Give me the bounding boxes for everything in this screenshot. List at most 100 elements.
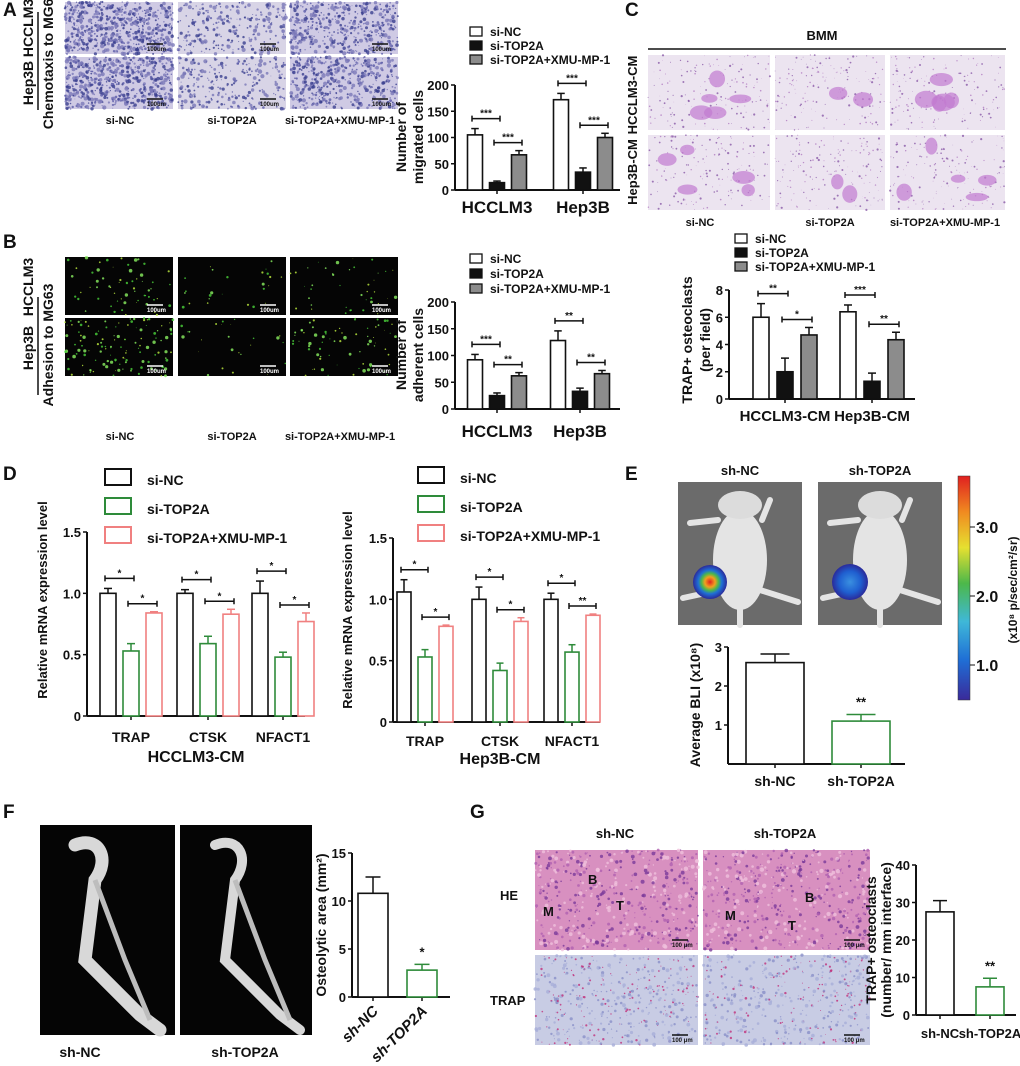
cell-dot <box>597 869 600 871</box>
cell-dot <box>137 372 140 375</box>
cell-dot <box>837 152 839 154</box>
cell-dot <box>217 106 220 109</box>
cell-dot <box>300 90 305 94</box>
cell-dot <box>554 880 558 884</box>
cell-dot <box>66 89 70 93</box>
cell-dot <box>78 18 82 22</box>
cell-dot <box>252 305 255 309</box>
cell-dot <box>265 71 269 75</box>
cell-dot <box>703 207 705 209</box>
cell-dot <box>170 60 173 64</box>
cell-dot <box>981 73 983 76</box>
cell-dot <box>311 39 313 41</box>
cell-dot <box>115 22 118 25</box>
cell-dot <box>289 56 292 59</box>
cell-dot <box>392 269 394 271</box>
cell-dot <box>101 0 104 4</box>
cell-dot <box>81 91 83 92</box>
cell-dot <box>881 199 883 201</box>
cell-dot <box>301 104 303 106</box>
cell-dot <box>956 156 958 158</box>
cell-dot <box>659 906 662 909</box>
cell-dot <box>769 122 770 123</box>
cell-dot <box>621 977 624 980</box>
cell-dot <box>71 105 74 109</box>
cell-dot <box>351 103 355 107</box>
cell-dot <box>307 21 310 23</box>
cell-dot <box>668 905 672 909</box>
cell-dot <box>348 64 352 67</box>
cell-dot <box>566 1031 568 1033</box>
cell-dot <box>676 918 679 920</box>
cell-dot <box>208 294 212 297</box>
cell-dot <box>694 859 699 864</box>
cell-dot <box>93 81 97 84</box>
cell-dot <box>682 1002 684 1005</box>
cell-dot <box>241 45 244 49</box>
cell-dot <box>312 369 313 370</box>
cell-dot <box>963 199 964 201</box>
cell-dot <box>987 196 990 198</box>
cell-dot <box>322 72 325 75</box>
cell-dot <box>208 79 210 81</box>
cell-dot <box>792 78 794 80</box>
cell-dot <box>193 76 195 79</box>
cell-dot <box>572 872 576 877</box>
cell-dot <box>777 105 778 107</box>
cell-dot <box>591 969 593 971</box>
osteoclast-cell <box>657 153 677 166</box>
cell-dot <box>679 902 682 904</box>
cell-dot <box>236 18 238 20</box>
cell-dot <box>934 169 937 171</box>
cell-dot <box>718 178 720 180</box>
cell-dot <box>777 180 779 182</box>
cell-dot <box>578 863 581 866</box>
cell-dot <box>93 13 96 16</box>
cell-dot <box>983 159 985 162</box>
cell-dot <box>826 117 828 120</box>
cell-dot <box>335 92 338 94</box>
cell-dot <box>621 1036 624 1039</box>
cell-dot <box>188 34 191 37</box>
micrograph-osteoclast <box>889 55 1005 130</box>
cell-dot <box>656 848 660 852</box>
cell-dot <box>684 199 686 201</box>
cell-dot <box>144 9 146 12</box>
cell-dot <box>305 8 308 11</box>
image-background <box>178 57 286 109</box>
cell-dot <box>554 998 558 1002</box>
cell-dot <box>185 15 187 17</box>
cell-dot <box>96 87 99 90</box>
cell-dot <box>351 83 356 88</box>
cell-dot <box>804 92 806 94</box>
cell-dot <box>267 7 270 10</box>
cell-dot <box>650 920 653 923</box>
cell-dot <box>637 904 640 907</box>
cell-dot <box>819 62 822 65</box>
cell-dot <box>356 41 359 44</box>
cell-dot <box>144 77 146 79</box>
cell-dot <box>111 21 115 25</box>
cell-dot <box>677 989 680 991</box>
cell-dot <box>753 126 755 128</box>
cell-dot <box>169 23 171 25</box>
cell-dot <box>283 97 286 100</box>
cell-dot <box>87 36 91 41</box>
cell-dot <box>248 68 251 71</box>
cell-dot <box>139 79 142 82</box>
cell-dot <box>154 68 156 71</box>
cell-dot <box>318 22 322 25</box>
cell-dot <box>80 105 83 109</box>
cell-dot <box>687 1020 689 1022</box>
cell-dot <box>896 81 898 82</box>
cell-dot <box>276 336 280 340</box>
cell-dot <box>348 49 351 51</box>
cell-dot <box>907 98 909 100</box>
cell-dot <box>553 924 556 927</box>
cell-dot <box>734 78 737 80</box>
cell-dot <box>291 92 293 95</box>
cell-dot <box>366 58 371 63</box>
cell-dot <box>148 102 153 108</box>
cell-dot <box>290 51 293 53</box>
cell-dot <box>907 109 909 111</box>
